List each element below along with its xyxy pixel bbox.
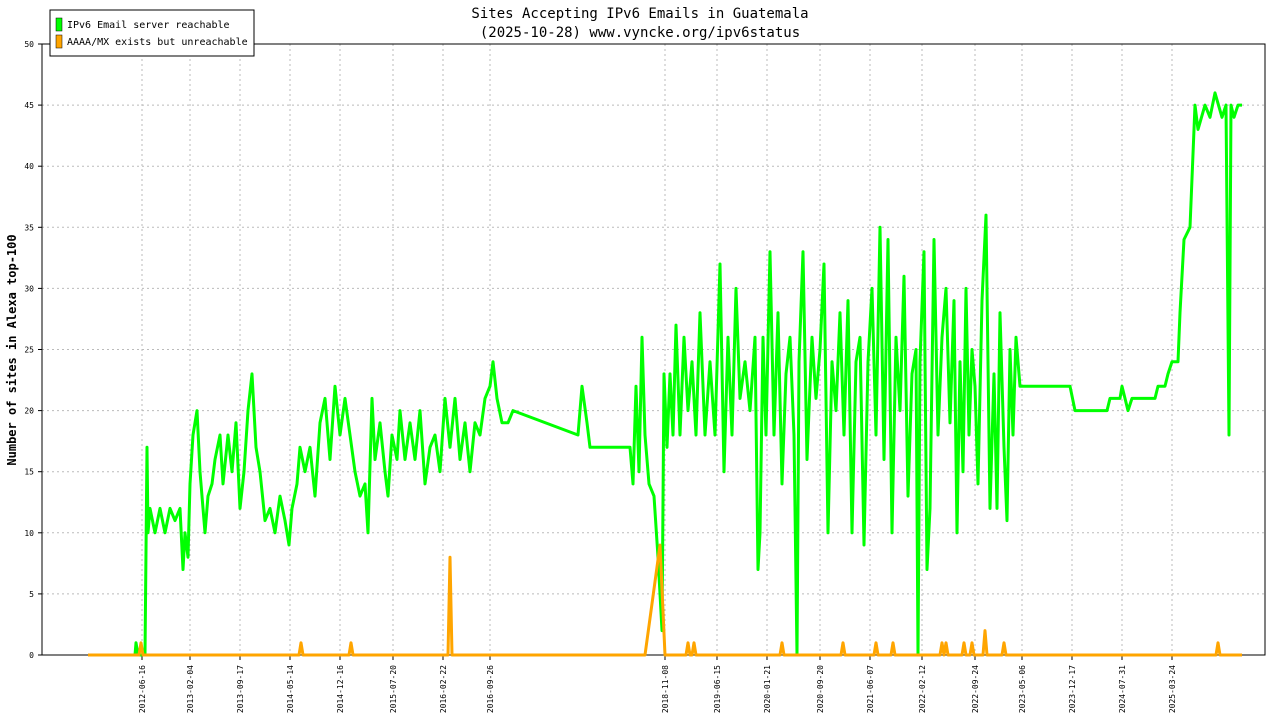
x-tick-label: 2012-06-16 — [138, 665, 147, 713]
y-axis-label: Number of sites in Alexa top-100 — [5, 234, 19, 465]
x-tick-label: 2014-05-14 — [286, 665, 295, 713]
x-tick-label: 2013-02-04 — [186, 665, 195, 713]
x-tick-label: 2020-09-20 — [816, 665, 825, 713]
data-line — [88, 91, 1242, 657]
legend: IPv6 Email server reachable AAAA/MX exist… — [49, 9, 255, 57]
y-tick-label: 45 — [24, 101, 34, 110]
y-tick-label: 15 — [24, 468, 34, 477]
x-tick-label: 2016-09-26 — [486, 665, 495, 713]
chart-title: Sites Accepting IPv6 Emails in Guatemala — [471, 6, 808, 22]
legend-box — [49, 9, 255, 57]
legend-swatch — [55, 17, 63, 32]
x-tick-label: 2022-09-24 — [971, 665, 980, 713]
y-tick-label: 35 — [24, 223, 34, 232]
x-tick-label: 2014-12-16 — [336, 665, 345, 713]
x-tick-label: 2023-12-17 — [1068, 665, 1077, 713]
y-tick-label: 25 — [24, 346, 34, 355]
x-tick-label: 2023-05-06 — [1018, 665, 1027, 713]
x-tick-label: 2021-06-07 — [866, 665, 875, 713]
x-tick-label: 2025-03-24 — [1168, 665, 1177, 713]
legend-swatch — [55, 34, 63, 49]
y-tick-label: 20 — [24, 407, 34, 416]
data-line — [88, 543, 1242, 657]
y-tick-label: 5 — [29, 590, 34, 599]
x-tick-label: 2013-09-17 — [236, 665, 245, 713]
x-tick-label: 2019-06-15 — [713, 665, 722, 713]
x-tick-label: 2018-11-08 — [661, 665, 670, 713]
y-tick-label: 10 — [24, 529, 34, 538]
x-tick-label: 2015-07-20 — [389, 665, 398, 713]
x-tick-label: 2020-01-21 — [763, 665, 772, 713]
plot-frame — [41, 43, 1266, 656]
legend-label: AAAA/MX exists but unreachable — [67, 37, 248, 48]
chart-subtitle: (2025-10-28) www.vyncke.org/ipv6status — [480, 25, 800, 41]
x-tick-label: 2024-07-31 — [1118, 665, 1127, 713]
x-tick-label: 2022-02-12 — [918, 665, 927, 713]
y-tick-label: 0 — [29, 651, 34, 660]
y-tick-label: 40 — [24, 162, 34, 171]
y-tick-label: 50 — [24, 40, 34, 49]
y-tick-label: 30 — [24, 284, 34, 293]
legend-label: IPv6 Email server reachable — [67, 20, 230, 31]
x-tick-label: 2016-02-22 — [439, 665, 448, 713]
